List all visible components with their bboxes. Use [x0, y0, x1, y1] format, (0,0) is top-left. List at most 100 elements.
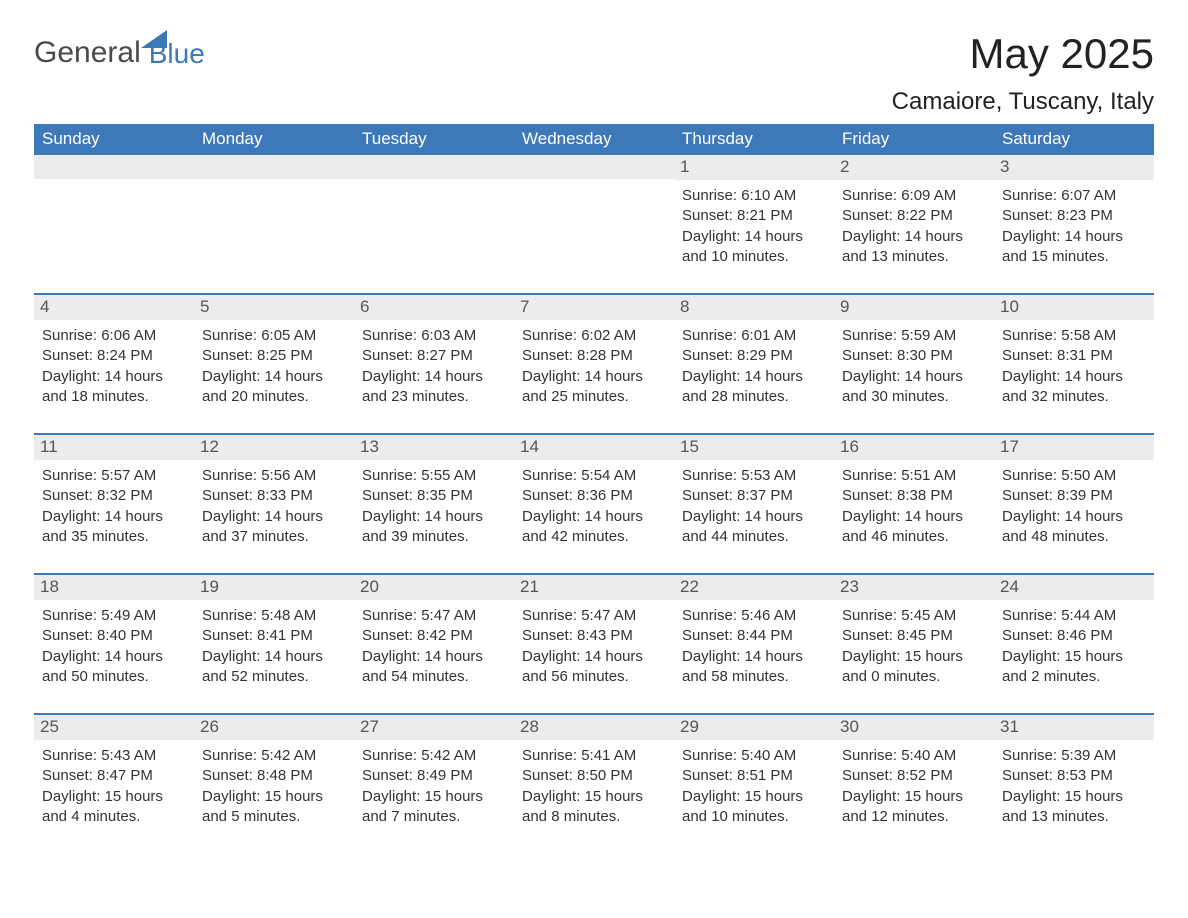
- day-body: Sunrise: 6:05 AMSunset: 8:25 PMDaylight:…: [194, 320, 354, 411]
- sunset-line: Sunset: 8:44 PM: [682, 626, 828, 646]
- day-number: 15: [674, 435, 834, 460]
- weekday-header: Wednesday: [514, 124, 674, 155]
- location: Camaiore, Tuscany, Italy: [892, 88, 1154, 116]
- sunrise-line: Sunrise: 6:10 AM: [682, 186, 828, 206]
- daylight-line: Daylight: 14 hours and 56 minutes.: [522, 647, 668, 688]
- day-number: 28: [514, 715, 674, 740]
- day-body: Sunrise: 6:03 AMSunset: 8:27 PMDaylight:…: [354, 320, 514, 411]
- daylight-line: Daylight: 15 hours and 2 minutes.: [1002, 647, 1148, 688]
- sunset-line: Sunset: 8:40 PM: [42, 626, 188, 646]
- day-number: 21: [514, 575, 674, 600]
- day-cell: 19Sunrise: 5:48 AMSunset: 8:41 PMDayligh…: [194, 575, 354, 713]
- daylight-line: Daylight: 14 hours and 13 minutes.: [842, 227, 988, 268]
- day-cell: 9Sunrise: 5:59 AMSunset: 8:30 PMDaylight…: [834, 295, 994, 433]
- daylight-line: Daylight: 15 hours and 10 minutes.: [682, 787, 828, 828]
- day-cell: 6Sunrise: 6:03 AMSunset: 8:27 PMDaylight…: [354, 295, 514, 433]
- sunset-line: Sunset: 8:42 PM: [362, 626, 508, 646]
- sunset-line: Sunset: 8:43 PM: [522, 626, 668, 646]
- day-cell: 12Sunrise: 5:56 AMSunset: 8:33 PMDayligh…: [194, 435, 354, 573]
- logo: General Blue: [34, 30, 205, 68]
- day-cell: 8Sunrise: 6:01 AMSunset: 8:29 PMDaylight…: [674, 295, 834, 433]
- day-number: 9: [834, 295, 994, 320]
- sunset-line: Sunset: 8:51 PM: [682, 766, 828, 786]
- day-body: Sunrise: 5:57 AMSunset: 8:32 PMDaylight:…: [34, 460, 194, 551]
- logo-text-blue: Blue: [149, 40, 205, 68]
- daylight-line: Daylight: 14 hours and 18 minutes.: [42, 367, 188, 408]
- sunrise-line: Sunrise: 6:03 AM: [362, 326, 508, 346]
- sunset-line: Sunset: 8:37 PM: [682, 486, 828, 506]
- daylight-line: Daylight: 14 hours and 39 minutes.: [362, 507, 508, 548]
- sunset-line: Sunset: 8:24 PM: [42, 346, 188, 366]
- day-cell: 11Sunrise: 5:57 AMSunset: 8:32 PMDayligh…: [34, 435, 194, 573]
- day-number: 5: [194, 295, 354, 320]
- calendar-weeks: 1Sunrise: 6:10 AMSunset: 8:21 PMDaylight…: [34, 155, 1154, 853]
- day-number: 3: [994, 155, 1154, 180]
- daylight-line: Daylight: 15 hours and 5 minutes.: [202, 787, 348, 828]
- calendar: SundayMondayTuesdayWednesdayThursdayFrid…: [34, 124, 1154, 853]
- sunrise-line: Sunrise: 5:47 AM: [522, 606, 668, 626]
- day-number: 29: [674, 715, 834, 740]
- sunset-line: Sunset: 8:25 PM: [202, 346, 348, 366]
- weekday-header: Sunday: [34, 124, 194, 155]
- day-cell: [34, 155, 194, 293]
- sunset-line: Sunset: 8:29 PM: [682, 346, 828, 366]
- day-number: 18: [34, 575, 194, 600]
- week-row: 25Sunrise: 5:43 AMSunset: 8:47 PMDayligh…: [34, 713, 1154, 853]
- day-cell: 17Sunrise: 5:50 AMSunset: 8:39 PMDayligh…: [994, 435, 1154, 573]
- day-number: 22: [674, 575, 834, 600]
- daylight-line: Daylight: 15 hours and 8 minutes.: [522, 787, 668, 828]
- sunset-line: Sunset: 8:38 PM: [842, 486, 988, 506]
- weekday-header: Friday: [834, 124, 994, 155]
- day-cell: 1Sunrise: 6:10 AMSunset: 8:21 PMDaylight…: [674, 155, 834, 293]
- day-cell: [514, 155, 674, 293]
- day-cell: 23Sunrise: 5:45 AMSunset: 8:45 PMDayligh…: [834, 575, 994, 713]
- day-number: 7: [514, 295, 674, 320]
- sunset-line: Sunset: 8:35 PM: [362, 486, 508, 506]
- sunrise-line: Sunrise: 5:42 AM: [362, 746, 508, 766]
- daylight-line: Daylight: 15 hours and 4 minutes.: [42, 787, 188, 828]
- day-body: Sunrise: 6:09 AMSunset: 8:22 PMDaylight:…: [834, 180, 994, 271]
- day-cell: [194, 155, 354, 293]
- daylight-line: Daylight: 15 hours and 7 minutes.: [362, 787, 508, 828]
- day-number-bar: [34, 155, 194, 179]
- sunset-line: Sunset: 8:22 PM: [842, 206, 988, 226]
- sunrise-line: Sunrise: 5:53 AM: [682, 466, 828, 486]
- daylight-line: Daylight: 14 hours and 20 minutes.: [202, 367, 348, 408]
- day-body: Sunrise: 5:39 AMSunset: 8:53 PMDaylight:…: [994, 740, 1154, 831]
- sunrise-line: Sunrise: 5:50 AM: [1002, 466, 1148, 486]
- daylight-line: Daylight: 14 hours and 23 minutes.: [362, 367, 508, 408]
- day-body: Sunrise: 5:43 AMSunset: 8:47 PMDaylight:…: [34, 740, 194, 831]
- day-body: Sunrise: 5:55 AMSunset: 8:35 PMDaylight:…: [354, 460, 514, 551]
- day-number: 6: [354, 295, 514, 320]
- day-cell: 29Sunrise: 5:40 AMSunset: 8:51 PMDayligh…: [674, 715, 834, 853]
- day-body: Sunrise: 5:47 AMSunset: 8:42 PMDaylight:…: [354, 600, 514, 691]
- daylight-line: Daylight: 14 hours and 25 minutes.: [522, 367, 668, 408]
- day-number: 26: [194, 715, 354, 740]
- day-number: 13: [354, 435, 514, 460]
- sunrise-line: Sunrise: 6:06 AM: [42, 326, 188, 346]
- day-number: 23: [834, 575, 994, 600]
- day-number: 16: [834, 435, 994, 460]
- daylight-line: Daylight: 14 hours and 48 minutes.: [1002, 507, 1148, 548]
- sunrise-line: Sunrise: 5:42 AM: [202, 746, 348, 766]
- day-body: Sunrise: 5:45 AMSunset: 8:45 PMDaylight:…: [834, 600, 994, 691]
- day-number: 8: [674, 295, 834, 320]
- sunset-line: Sunset: 8:48 PM: [202, 766, 348, 786]
- day-body: Sunrise: 5:59 AMSunset: 8:30 PMDaylight:…: [834, 320, 994, 411]
- daylight-line: Daylight: 14 hours and 35 minutes.: [42, 507, 188, 548]
- weekday-header: Monday: [194, 124, 354, 155]
- daylight-line: Daylight: 14 hours and 32 minutes.: [1002, 367, 1148, 408]
- month-title: May 2025: [892, 30, 1154, 78]
- sunrise-line: Sunrise: 5:56 AM: [202, 466, 348, 486]
- day-body: Sunrise: 5:51 AMSunset: 8:38 PMDaylight:…: [834, 460, 994, 551]
- sunset-line: Sunset: 8:23 PM: [1002, 206, 1148, 226]
- daylight-line: Daylight: 14 hours and 15 minutes.: [1002, 227, 1148, 268]
- day-cell: 10Sunrise: 5:58 AMSunset: 8:31 PMDayligh…: [994, 295, 1154, 433]
- day-cell: 30Sunrise: 5:40 AMSunset: 8:52 PMDayligh…: [834, 715, 994, 853]
- day-number: 30: [834, 715, 994, 740]
- sunrise-line: Sunrise: 5:41 AM: [522, 746, 668, 766]
- sunrise-line: Sunrise: 5:43 AM: [42, 746, 188, 766]
- sunrise-line: Sunrise: 5:59 AM: [842, 326, 988, 346]
- weekday-header: Thursday: [674, 124, 834, 155]
- day-body: Sunrise: 5:53 AMSunset: 8:37 PMDaylight:…: [674, 460, 834, 551]
